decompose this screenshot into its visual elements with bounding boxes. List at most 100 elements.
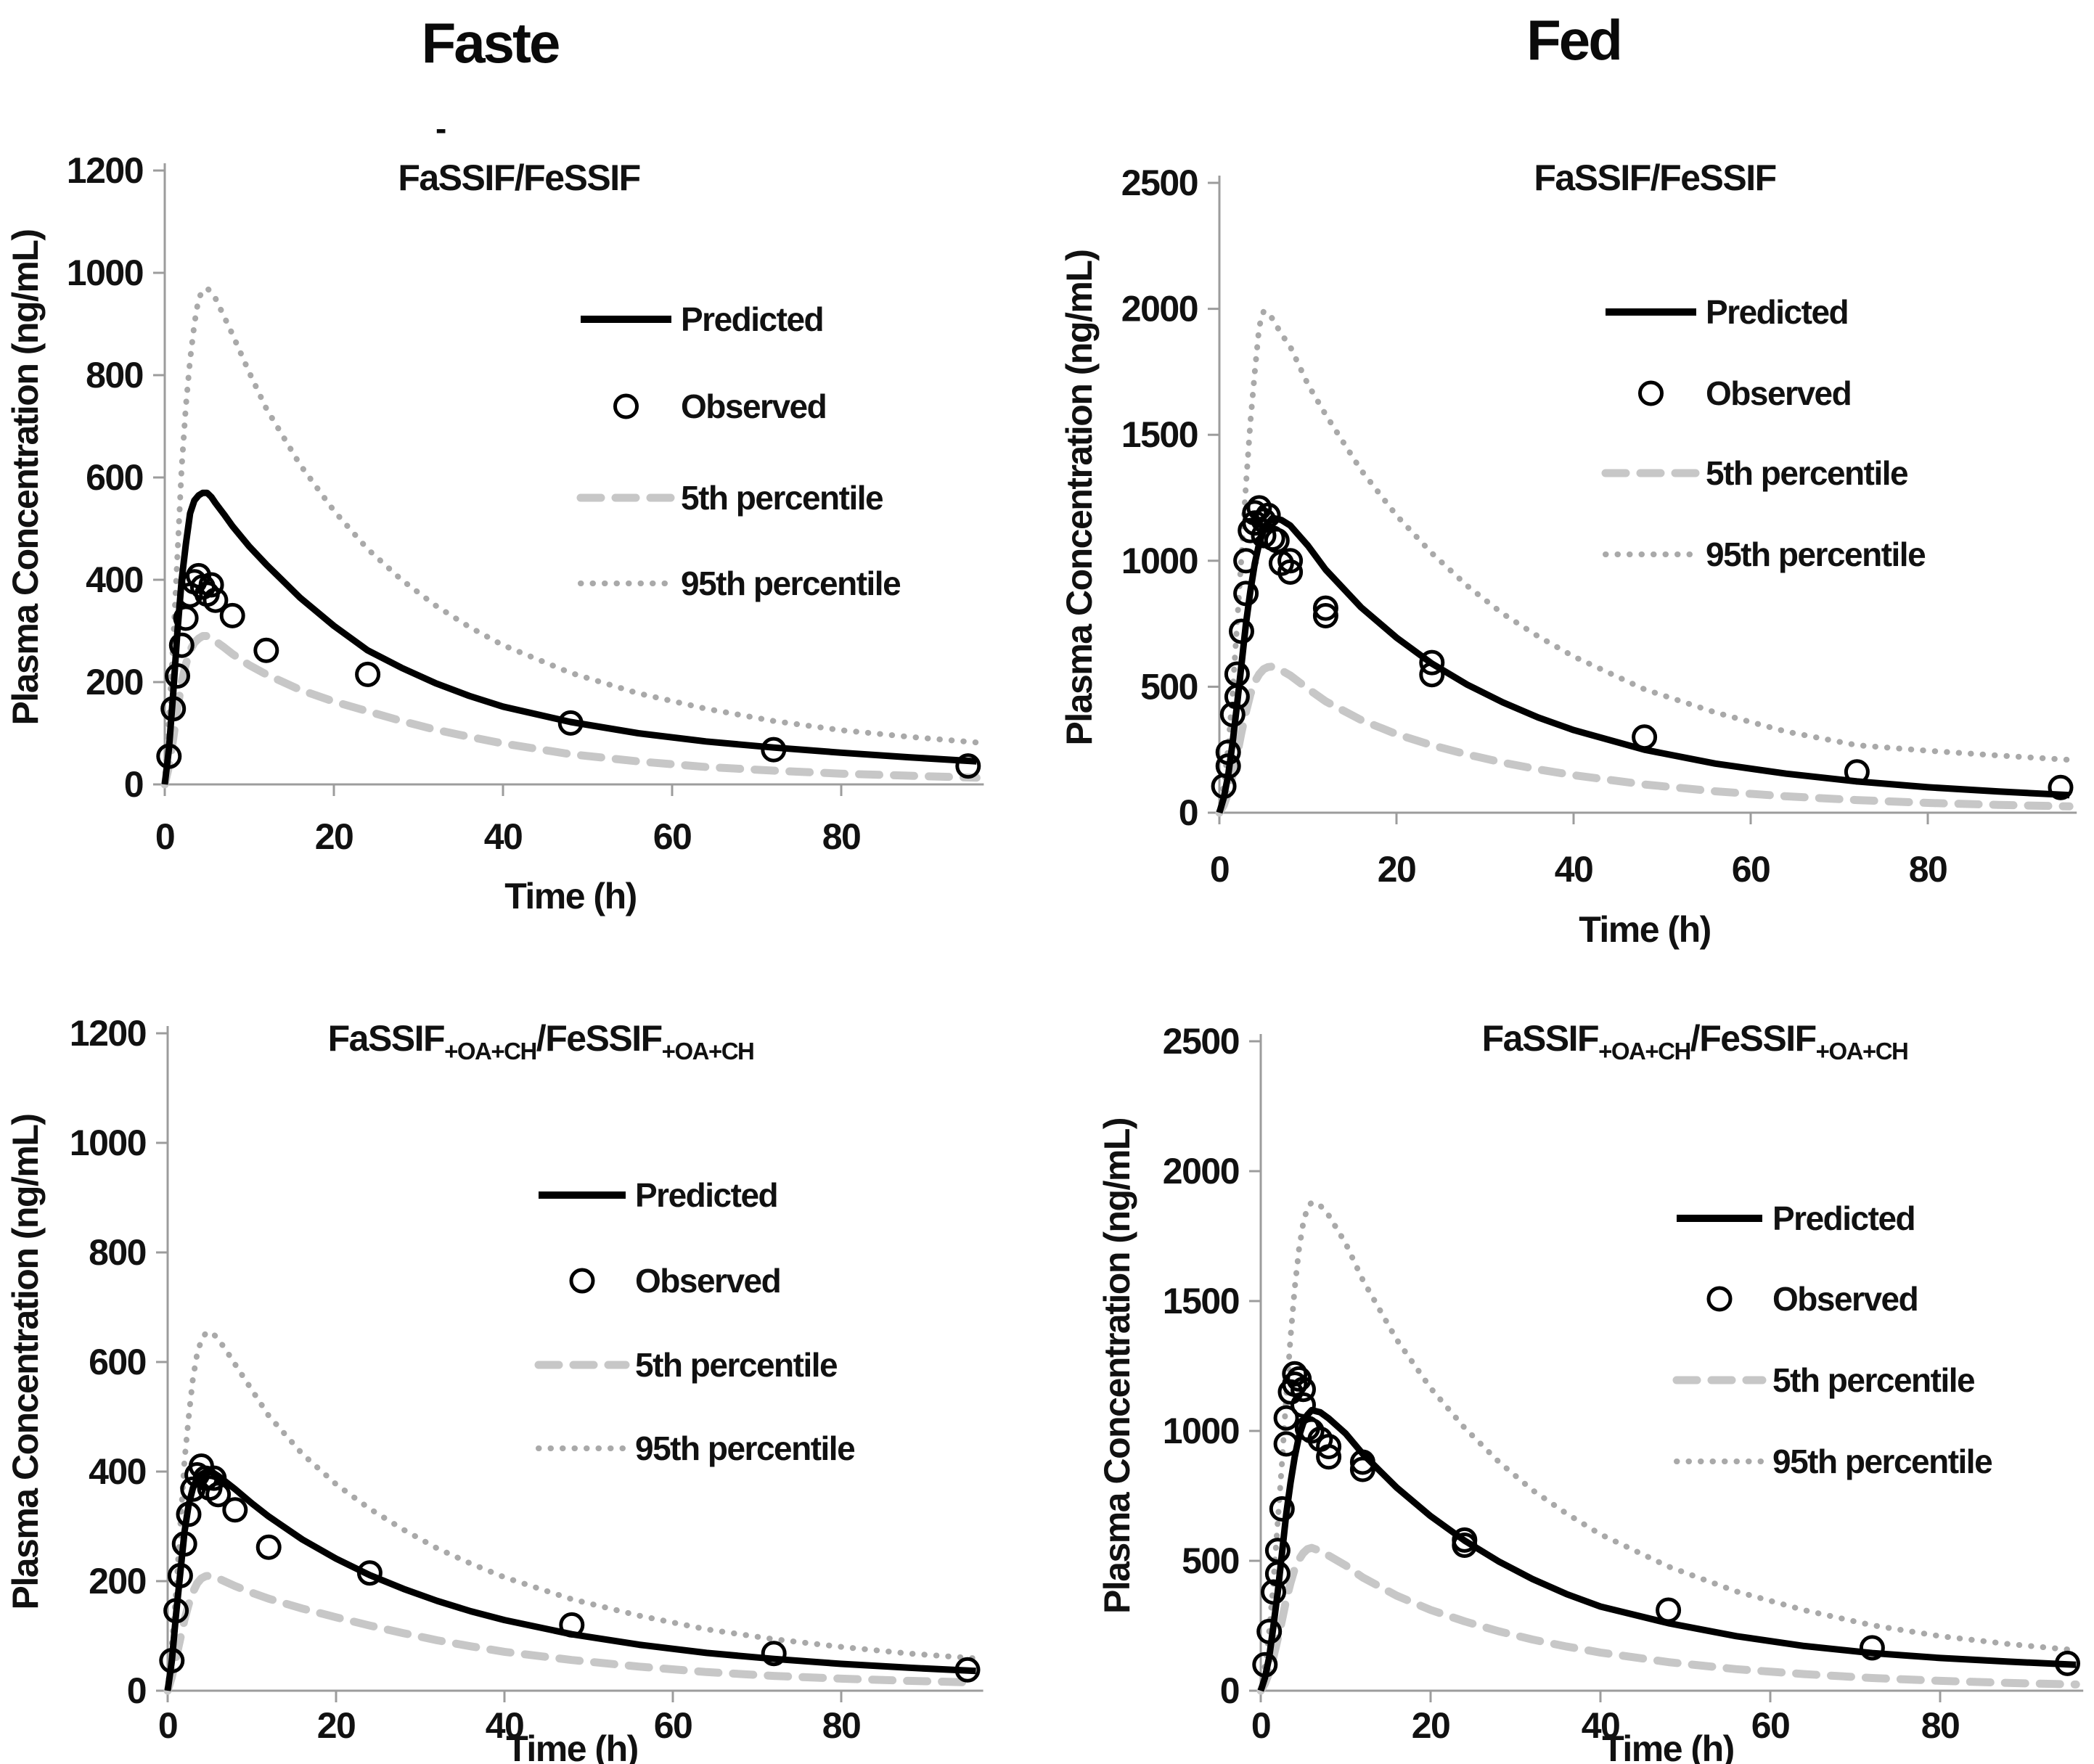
- observed-point: [165, 663, 190, 689]
- y-tick-label: 2000: [1163, 1151, 1239, 1191]
- y-tick-label: 1500: [1163, 1281, 1239, 1321]
- predicted-curve: [1216, 514, 2070, 814]
- p5-curve: [1215, 662, 2074, 817]
- observed-point: [1419, 662, 1445, 688]
- observed-point: [1349, 1456, 1375, 1482]
- x-tick-label: 80: [1909, 849, 1947, 890]
- p95-curve: [1258, 1199, 2079, 1694]
- column-header-fasted: Faste: [421, 11, 561, 75]
- p95-curve: [162, 285, 980, 787]
- legend-label: 95th percentile: [635, 1429, 855, 1467]
- y-tick-label: 1200: [70, 1013, 146, 1054]
- observed-point: [955, 753, 981, 779]
- legend-label: Predicted: [1772, 1199, 1915, 1237]
- observed-point: [1277, 548, 1304, 574]
- observed-point: [1273, 1405, 1299, 1431]
- observed-point: [156, 743, 182, 769]
- observed-point: [1632, 724, 1658, 750]
- y-tick-label: 0: [124, 764, 143, 805]
- x-tick-label: 80: [822, 1705, 861, 1746]
- legend-label: 5th percentile: [681, 479, 883, 517]
- y-axis-label: Plasma Concentration (ng/mL): [5, 229, 46, 725]
- observed-point: [1298, 1418, 1325, 1444]
- observed-point: [253, 637, 279, 663]
- observed-points: [1211, 495, 2074, 800]
- observed-points: [159, 1453, 981, 1683]
- y-axis-label: Plasma Concentration (ng/mL): [1097, 1118, 1137, 1614]
- chart-panel-fasted-fassif-oa-ch: 0 200 400 600 800 1000 1200 0 20 40 60 80 FaSSIF+OA+…: [5, 1013, 983, 1764]
- observed-point: [173, 605, 199, 631]
- observed-point: [1224, 661, 1250, 687]
- panel-title: FaSSIF/FeSSIF: [1534, 157, 1775, 198]
- y-tick-label: 2000: [1121, 289, 1198, 329]
- chart-panel-fed-fassif-fessif: 0 500 1000 1500 2000 2500 0 20 40 60 80 FaSSIF/FeSS…: [1059, 157, 2077, 950]
- legend-marker-observed: [1638, 380, 1664, 406]
- observed-point: [2048, 774, 2074, 800]
- x-tick-label: 20: [1412, 1705, 1450, 1746]
- panel-title: FaSSIF+OA+CH/FeSSIF+OA+CH: [1482, 1018, 1908, 1064]
- observed-point: [1269, 1496, 1295, 1522]
- p5-curve: [160, 632, 981, 789]
- legend: Predicted Observed 5th percentile 95th perc…: [576, 300, 902, 602]
- observed-point: [559, 1612, 585, 1638]
- x-axis-label: Time (h): [1602, 1728, 1734, 1764]
- y-tick-label: 0: [1179, 792, 1198, 833]
- observed-point: [198, 572, 224, 598]
- legend: Predicted Observed 5th percentile 95th perc…: [1672, 1199, 1994, 1480]
- p95-curve: [165, 1329, 979, 1694]
- legend-label: 95th percentile: [1706, 536, 1926, 573]
- observed-point: [255, 1534, 282, 1560]
- observed-point: [219, 602, 245, 628]
- x-axis-label: Time (h): [506, 1728, 638, 1764]
- legend-label: 5th percentile: [635, 1346, 838, 1384]
- observed-point: [1233, 548, 1259, 574]
- observed-point: [1452, 1533, 1478, 1558]
- observed-point: [761, 1641, 787, 1667]
- legend-label: Predicted: [1706, 293, 1848, 331]
- x-tick-label: 0: [158, 1705, 177, 1746]
- legend-label: 95th percentile: [1772, 1443, 1992, 1480]
- observed-point: [356, 1560, 383, 1586]
- y-tick-label: 1000: [1121, 541, 1198, 581]
- observed-point: [160, 696, 187, 722]
- legend-marker-observed: [1706, 1286, 1733, 1312]
- x-tick-label: 40: [1555, 849, 1593, 890]
- observed-point: [1215, 753, 1241, 779]
- observed-point: [1316, 1444, 1342, 1470]
- y-tick-label: 800: [89, 1232, 146, 1273]
- legend-label: 5th percentile: [1772, 1361, 1975, 1399]
- y-tick-label: 600: [89, 1342, 146, 1382]
- observed-point: [167, 1562, 193, 1588]
- x-tick-label: 20: [317, 1705, 356, 1746]
- x-tick-label: 0: [1251, 1705, 1270, 1746]
- observed-point: [1312, 603, 1338, 628]
- y-tick-label: 2500: [1121, 163, 1198, 203]
- observed-point: [1273, 1431, 1299, 1457]
- y-tick-label: 400: [89, 1451, 146, 1492]
- observed-point: [1349, 1449, 1375, 1475]
- p5-curve: [1256, 1543, 2080, 1695]
- observed-point: [954, 1657, 981, 1683]
- observed-point: [1859, 1635, 1885, 1661]
- observed-point: [2055, 1650, 2080, 1676]
- legend-label: Observed: [1706, 374, 1851, 412]
- observed-point: [205, 1482, 232, 1508]
- panel-title: FaSSIF+OA+CH/FeSSIF+OA+CH: [328, 1018, 754, 1064]
- observed-point: [1233, 581, 1259, 607]
- observed-point: [1312, 595, 1338, 621]
- y-tick-label: 200: [86, 662, 143, 702]
- observed-point: [1261, 1579, 1286, 1605]
- observed-point: [1291, 1377, 1316, 1403]
- legend-marker-observed: [569, 1268, 595, 1294]
- x-tick-label: 20: [315, 816, 353, 857]
- observed-point: [176, 1501, 202, 1527]
- x-axis-label: Time (h): [1579, 909, 1711, 950]
- observed-point: [1264, 1538, 1291, 1564]
- y-tick-label: 200: [89, 1561, 146, 1601]
- x-tick-label: 80: [1921, 1705, 1960, 1746]
- y-tick-label: 1000: [1163, 1411, 1239, 1451]
- x-tick-label: 40: [1582, 1705, 1620, 1746]
- legend-label: Observed: [681, 387, 826, 425]
- y-tick-label: 600: [86, 457, 143, 498]
- observed-point: [201, 1465, 227, 1491]
